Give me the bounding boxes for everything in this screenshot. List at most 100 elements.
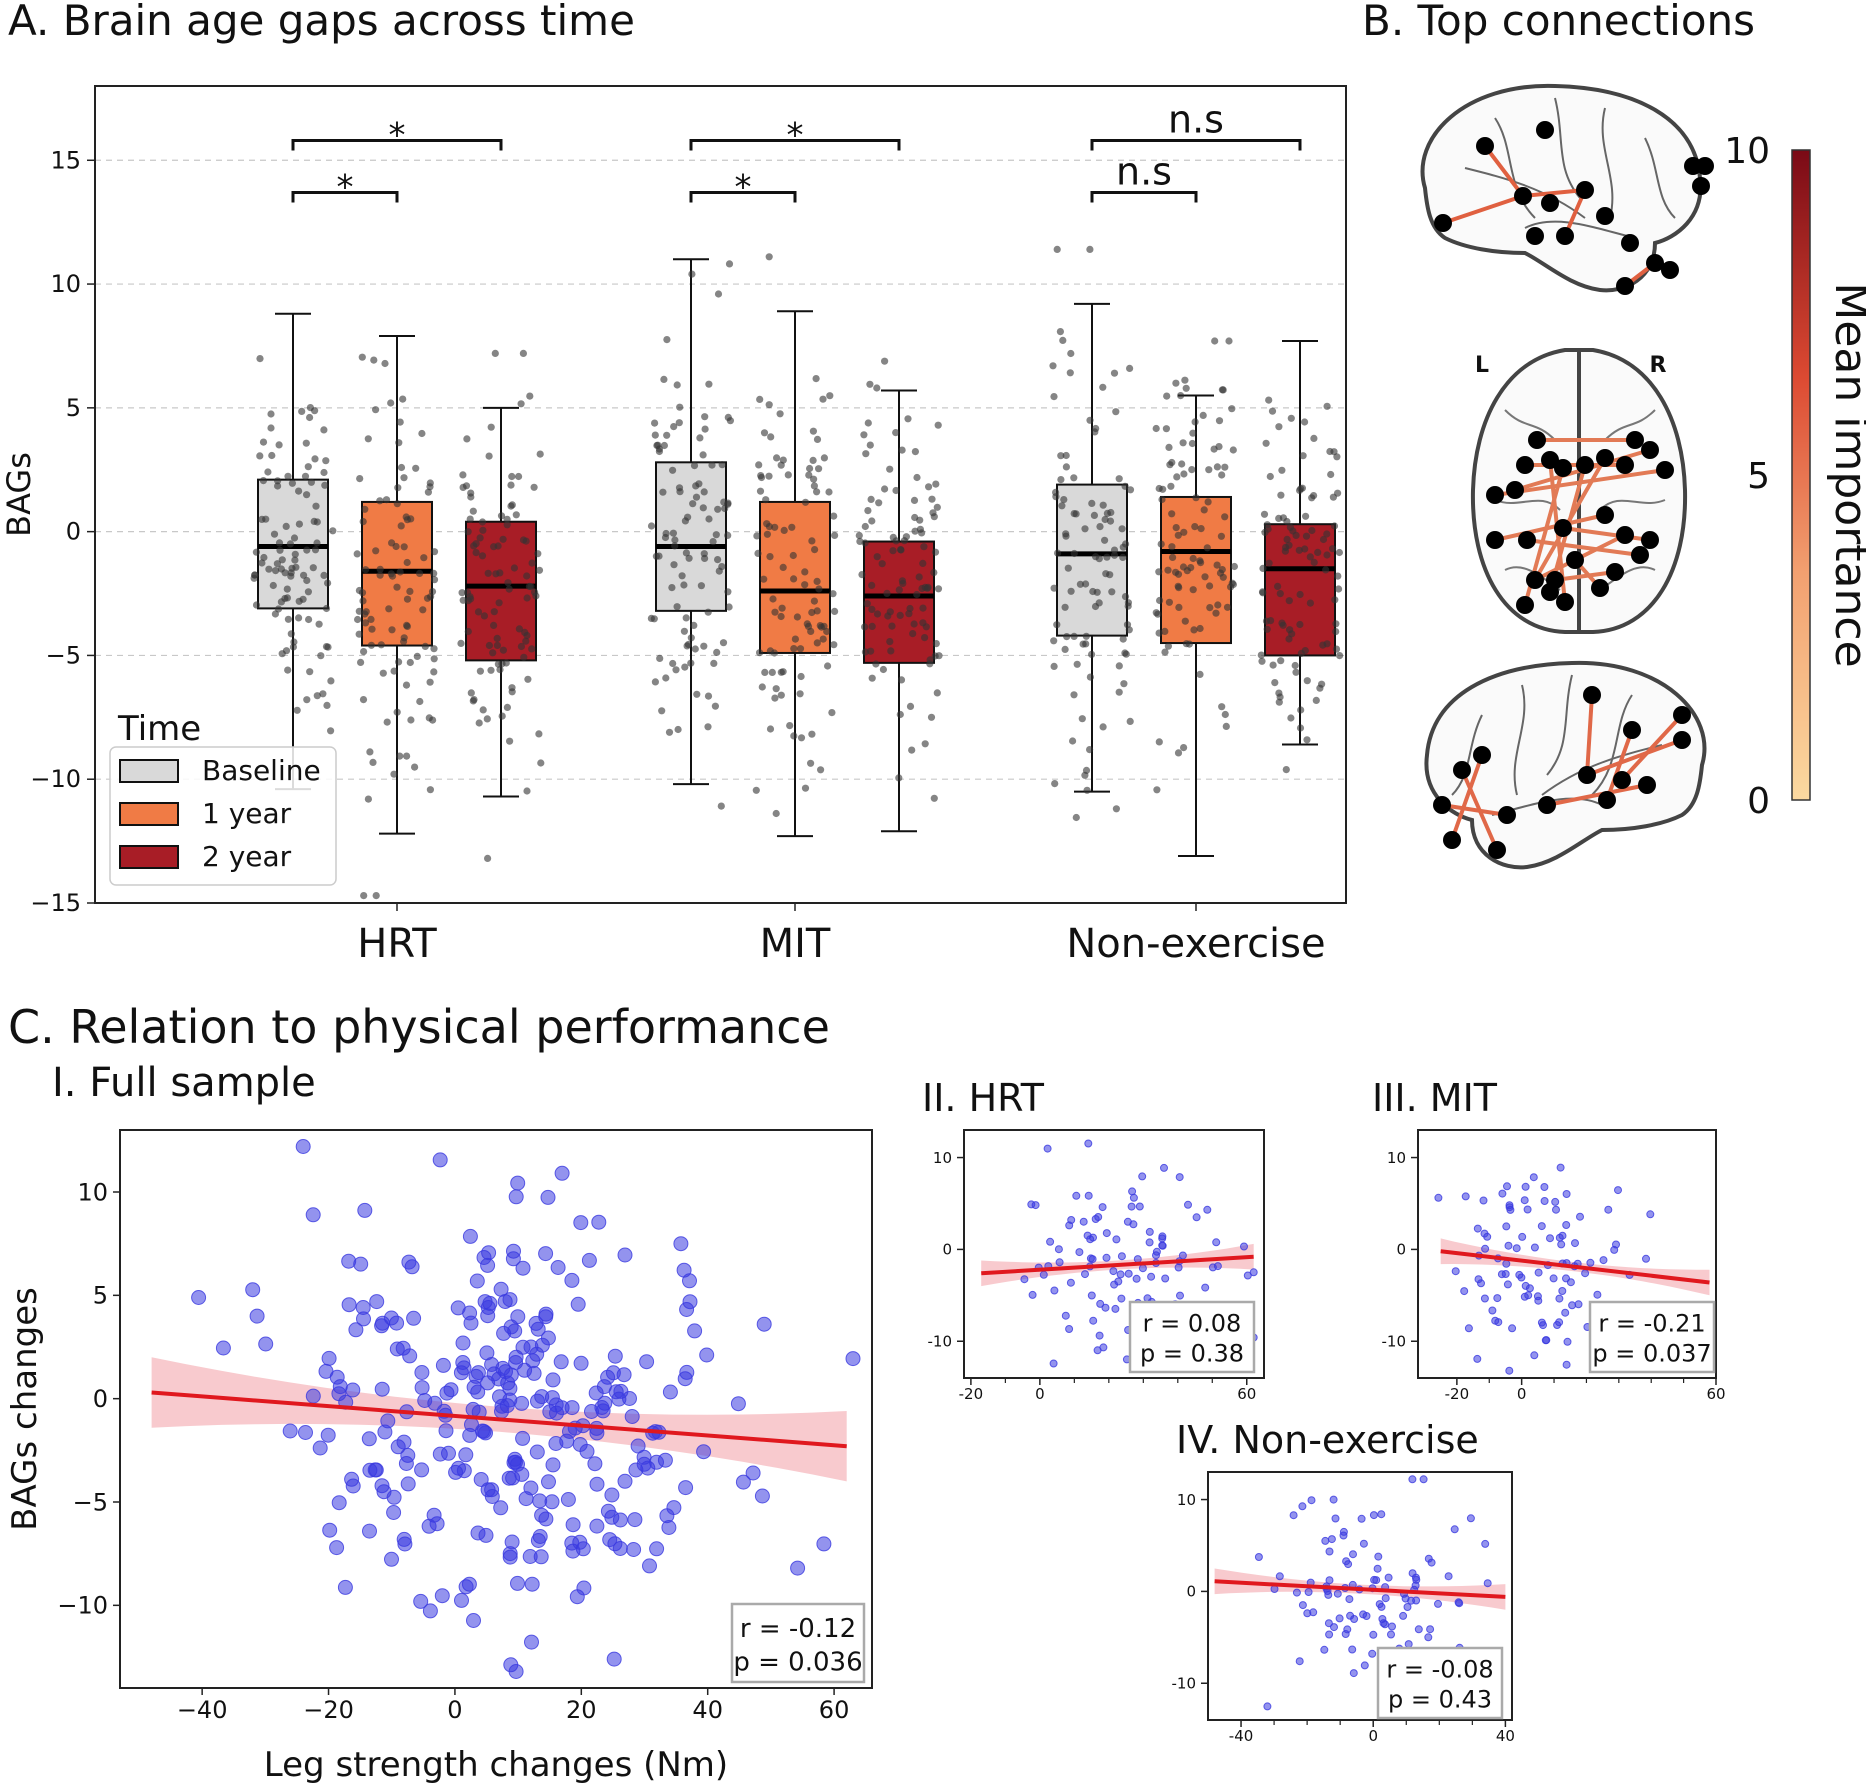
jitter-point: [776, 410, 784, 418]
jitter-point: [909, 630, 917, 638]
scatter-point: [1304, 1588, 1313, 1596]
jitter-point: [313, 692, 321, 700]
jitter-point: [523, 787, 531, 795]
jitter-point: [267, 424, 275, 432]
jitter-point: [470, 542, 478, 550]
scatter-point: [545, 1372, 561, 1388]
scatter-point: [1345, 1595, 1354, 1604]
hemisphere-label-right: R: [1650, 353, 1667, 378]
scatter-point: [1562, 1360, 1571, 1369]
jitter-point: [1288, 630, 1296, 638]
scatter-point: [845, 1351, 861, 1367]
brain-node: [1623, 721, 1641, 739]
jitter-point: [492, 570, 500, 578]
brain-outline: [1577, 348, 1688, 634]
jitter-point: [395, 439, 403, 447]
colorbar-tick-label: 0: [1747, 781, 1770, 822]
scatter-point: [756, 1316, 772, 1332]
scatter-point: [458, 1447, 474, 1463]
scatter-point: [318, 1363, 334, 1379]
jitter-point: [925, 483, 933, 491]
scatter-point: [533, 1549, 549, 1565]
scatter-point: [541, 1474, 556, 1490]
jitter-point: [467, 689, 475, 697]
jitter-point: [532, 592, 540, 600]
jitter-point: [725, 260, 734, 268]
jitter-point: [396, 752, 404, 760]
jitter-point: [653, 441, 661, 450]
scatter-point: [1117, 1294, 1126, 1303]
jitter-point: [376, 571, 384, 579]
y-tick-label: -10: [928, 1333, 953, 1351]
jitter-point: [1164, 566, 1172, 574]
scatter-point: [659, 1508, 675, 1524]
jitter-point: [1082, 632, 1090, 640]
brain-node: [1554, 519, 1572, 537]
jitter-point: [1079, 640, 1087, 648]
jitter-point: [1205, 466, 1213, 474]
scatter-point: [348, 1322, 364, 1338]
hemisphere-label-left: L: [1475, 353, 1489, 378]
category-label: MIT: [760, 921, 831, 967]
jitter-point: [508, 501, 516, 509]
jitter-point: [515, 472, 523, 481]
scatter-point: [1295, 1657, 1304, 1666]
jitter-point: [508, 472, 516, 481]
jitter-point: [299, 595, 307, 603]
jitter-point: [861, 522, 869, 531]
jitter-point: [1221, 513, 1229, 521]
jitter-point: [361, 505, 369, 513]
jitter-point: [320, 468, 328, 477]
scatter-point: [538, 1306, 554, 1322]
scatter-point: [1542, 1336, 1551, 1345]
jitter-point: [262, 515, 270, 523]
brain-node: [1596, 449, 1614, 467]
jitter-point: [474, 608, 483, 616]
jitter-point: [763, 520, 771, 528]
jitter-point: [311, 546, 320, 554]
legend-swatch: [119, 759, 179, 783]
jitter-point: [1118, 525, 1126, 533]
scatter-point: [504, 1534, 520, 1550]
jitter-point: [1091, 428, 1099, 436]
scatter-point: [361, 1431, 377, 1447]
stats-r: r = -0.21: [1598, 1309, 1705, 1337]
jitter-point: [284, 472, 292, 480]
connection-edge: [1554, 570, 1616, 582]
jitter-point: [418, 429, 426, 438]
jitter-point: [300, 571, 308, 579]
scatter-point: [1343, 1625, 1352, 1634]
jitter-point: [906, 604, 914, 613]
jitter-point: [714, 290, 723, 298]
x-tick-label: 60: [819, 1696, 850, 1724]
jitter-point: [305, 615, 313, 624]
jitter-point: [430, 645, 438, 653]
jitter-point: [1161, 627, 1169, 636]
scatter-point: [642, 1558, 657, 1574]
jitter-point: [1180, 470, 1188, 478]
jitter-point: [1088, 499, 1096, 507]
scatter-point: [1553, 1321, 1562, 1329]
jitter-point: [1076, 580, 1084, 588]
jitter-point: [687, 659, 695, 667]
scatter-point: [1555, 1294, 1564, 1303]
scatter-point: [455, 1335, 471, 1351]
scatter-point: [529, 1444, 545, 1460]
jitter-point: [1229, 446, 1237, 454]
scatter-point: [679, 1302, 695, 1317]
scatter-point: [570, 1296, 586, 1312]
jitter-point: [1335, 585, 1343, 593]
jitter-point: [517, 400, 525, 408]
y-axis-label: BAGs: [0, 452, 38, 537]
scatter-point: [1534, 1268, 1543, 1277]
jitter-point: [1189, 586, 1197, 594]
jitter-point: [320, 426, 328, 434]
jitter-point: [295, 614, 303, 622]
jitter-point: [681, 663, 689, 671]
jitter-point: [663, 431, 671, 439]
scatter-point: [1473, 1224, 1482, 1233]
jitter-point: [1274, 582, 1282, 591]
jitter-point: [1336, 652, 1344, 660]
scatter-point: [1521, 1281, 1530, 1290]
scatter-point: [754, 1488, 770, 1504]
